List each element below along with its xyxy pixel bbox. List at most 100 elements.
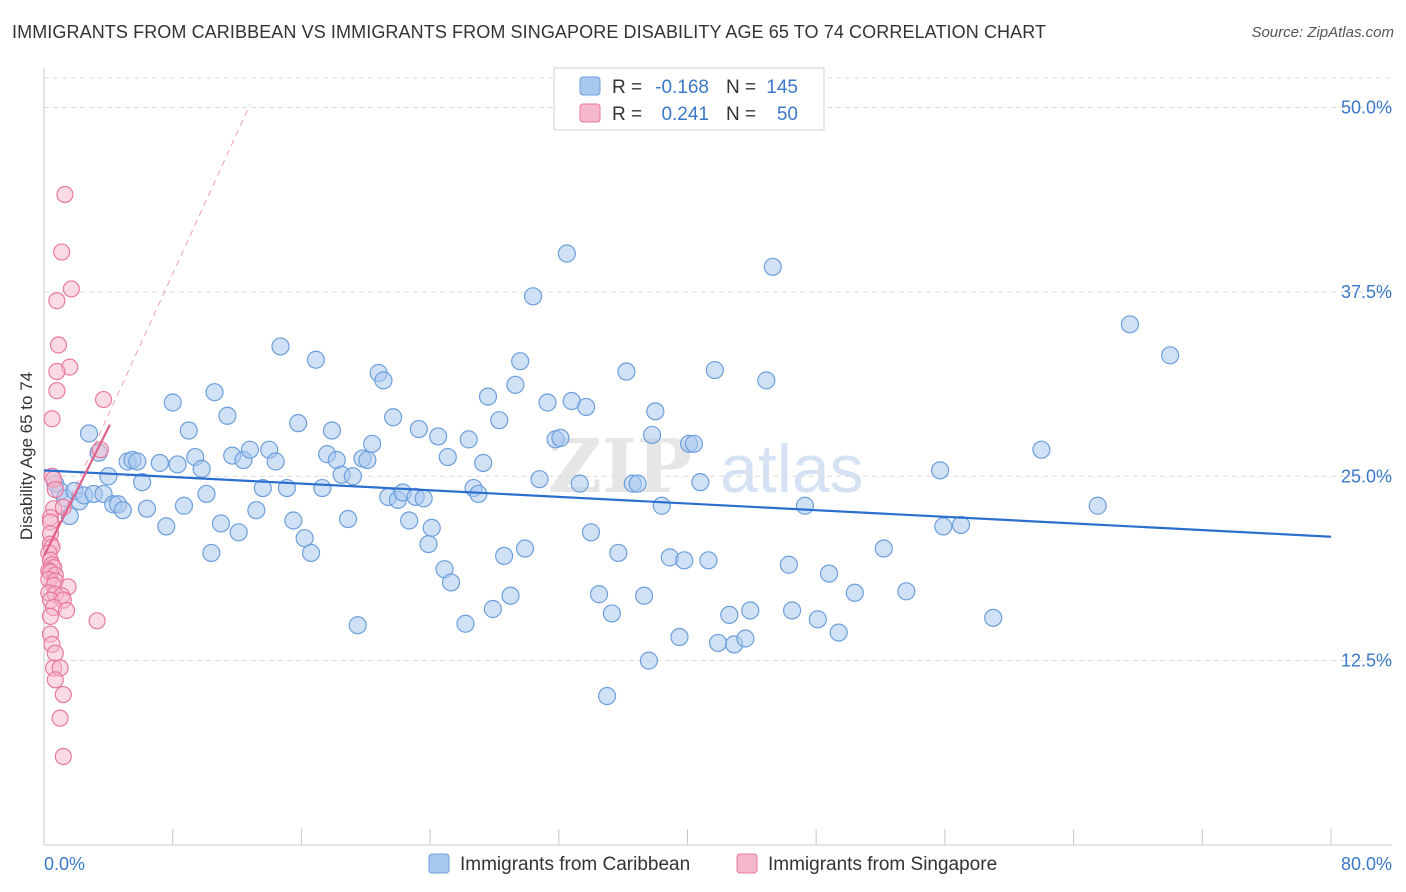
caribbean-point: [266, 452, 285, 471]
caribbean-point: [414, 489, 433, 508]
caribbean-point: [581, 523, 601, 542]
caribbean-point: [589, 585, 609, 604]
caribbean-point: [374, 371, 393, 390]
caribbean-point: [79, 424, 99, 443]
y-tick-label: 37.5%: [1341, 282, 1392, 302]
caribbean-point: [157, 517, 176, 536]
caribbean-n-value: 145: [766, 77, 798, 98]
legend-singapore-label: Immigrants from Singapore: [768, 854, 997, 875]
caribbean-point: [845, 583, 864, 602]
caribbean-point: [478, 387, 498, 406]
y-tick-label: 12.5%: [1341, 651, 1392, 671]
singapore-points: [40, 185, 113, 766]
singapore-point: [88, 612, 106, 630]
y-tick-label: 50.0%: [1341, 98, 1392, 118]
caribbean-point: [819, 564, 839, 583]
caribbean-point: [1032, 440, 1051, 459]
caribbean-point: [530, 470, 549, 489]
caribbean-point: [597, 686, 617, 706]
caribbean-point: [383, 408, 403, 427]
caribbean-point: [338, 509, 358, 529]
caribbean-point: [570, 474, 589, 493]
caribbean-point: [628, 474, 647, 493]
caribbean-point: [829, 623, 848, 642]
caribbean-point: [163, 393, 182, 412]
caribbean-point: [211, 514, 231, 533]
caribbean-point: [874, 539, 893, 558]
x-tick-label-max: 80.0%: [1341, 854, 1392, 874]
series-legend: Immigrants from Caribbean Immigrants fro…: [428, 853, 997, 875]
caribbean-point: [646, 402, 665, 421]
legend-caribbean-swatch: [428, 853, 450, 874]
trend-lines: [43, 104, 1332, 557]
caribbean-point: [511, 352, 530, 371]
caribbean-point: [192, 459, 211, 478]
source-credit: Source: ZipAtlas.com: [1251, 24, 1394, 41]
singapore-point: [48, 292, 66, 310]
caribbean-point: [99, 467, 118, 486]
caribbean-point: [779, 555, 798, 574]
caribbean-point: [782, 601, 802, 620]
caribbean-point: [306, 350, 325, 369]
caribbean-point: [358, 450, 377, 470]
caribbean-point: [930, 461, 950, 480]
singapore-point: [51, 709, 69, 727]
watermark-zip: ZIP: [548, 424, 692, 510]
caribbean-point: [133, 473, 152, 492]
legend-singapore-swatch: [736, 853, 758, 874]
caribbean-point: [429, 427, 448, 446]
caribbean-point: [459, 430, 478, 449]
caribbean-point: [708, 633, 728, 653]
caribbean-n-label: N =: [726, 77, 756, 98]
caribbean-point: [577, 397, 596, 417]
caribbean-point: [515, 539, 535, 558]
caribbean-point: [348, 616, 367, 635]
caribbean-point: [422, 518, 441, 537]
caribbean-point: [705, 360, 724, 380]
singapore-n-label: N =: [726, 104, 756, 125]
singapore-point: [43, 410, 61, 428]
caribbean-point: [409, 419, 428, 439]
singapore-point: [56, 185, 74, 204]
singapore-point: [57, 601, 76, 620]
y-tick-label: 25.0%: [1341, 466, 1392, 486]
y-axis-tick-labels: 12.5% 25.0% 37.5% 50.0%: [1341, 98, 1392, 671]
caribbean-point: [495, 546, 514, 566]
caribbean-point: [808, 610, 827, 629]
caribbean-point: [1120, 315, 1140, 334]
caribbean-point: [289, 414, 308, 433]
singapore-point: [49, 336, 68, 354]
caribbean-point: [240, 440, 260, 459]
caribbean-point: [301, 543, 321, 563]
caribbean-point: [984, 608, 1003, 627]
caribbean-r-label: R =: [612, 77, 642, 98]
chart-title: IMMIGRANTS FROM CARIBBEAN VS IMMIGRANTS …: [12, 22, 1047, 42]
caribbean-point: [736, 629, 755, 648]
singapore-point: [48, 382, 66, 400]
caribbean-r-value: -0.168: [655, 77, 709, 98]
y-axis-title: Disability Age 65 to 74: [17, 372, 36, 540]
caribbean-point: [538, 393, 557, 412]
caribbean-point: [363, 434, 382, 453]
singapore-trend-extension: [43, 104, 251, 557]
caribbean-point: [741, 601, 760, 620]
singapore-r-label: R =: [612, 104, 642, 125]
caribbean-point: [795, 496, 815, 515]
caribbean-point: [523, 287, 543, 306]
singapore-point: [46, 644, 64, 662]
caribbean-point: [456, 614, 475, 633]
caribbean-point: [113, 501, 132, 520]
x-axis-ticks: [43, 829, 1332, 845]
caribbean-point: [483, 599, 502, 619]
caribbean-point: [218, 406, 237, 425]
caribbean-point: [205, 383, 224, 402]
stats-legend: R = -0.168 N = 145 R = 0.241 N = 50: [553, 67, 825, 131]
caribbean-point: [313, 478, 332, 498]
caribbean-point: [490, 411, 509, 430]
singapore-point: [41, 607, 60, 625]
caribbean-point: [763, 257, 782, 276]
caribbean-point: [1088, 496, 1107, 515]
caribbean-point: [639, 651, 658, 670]
singapore-point: [54, 747, 72, 766]
